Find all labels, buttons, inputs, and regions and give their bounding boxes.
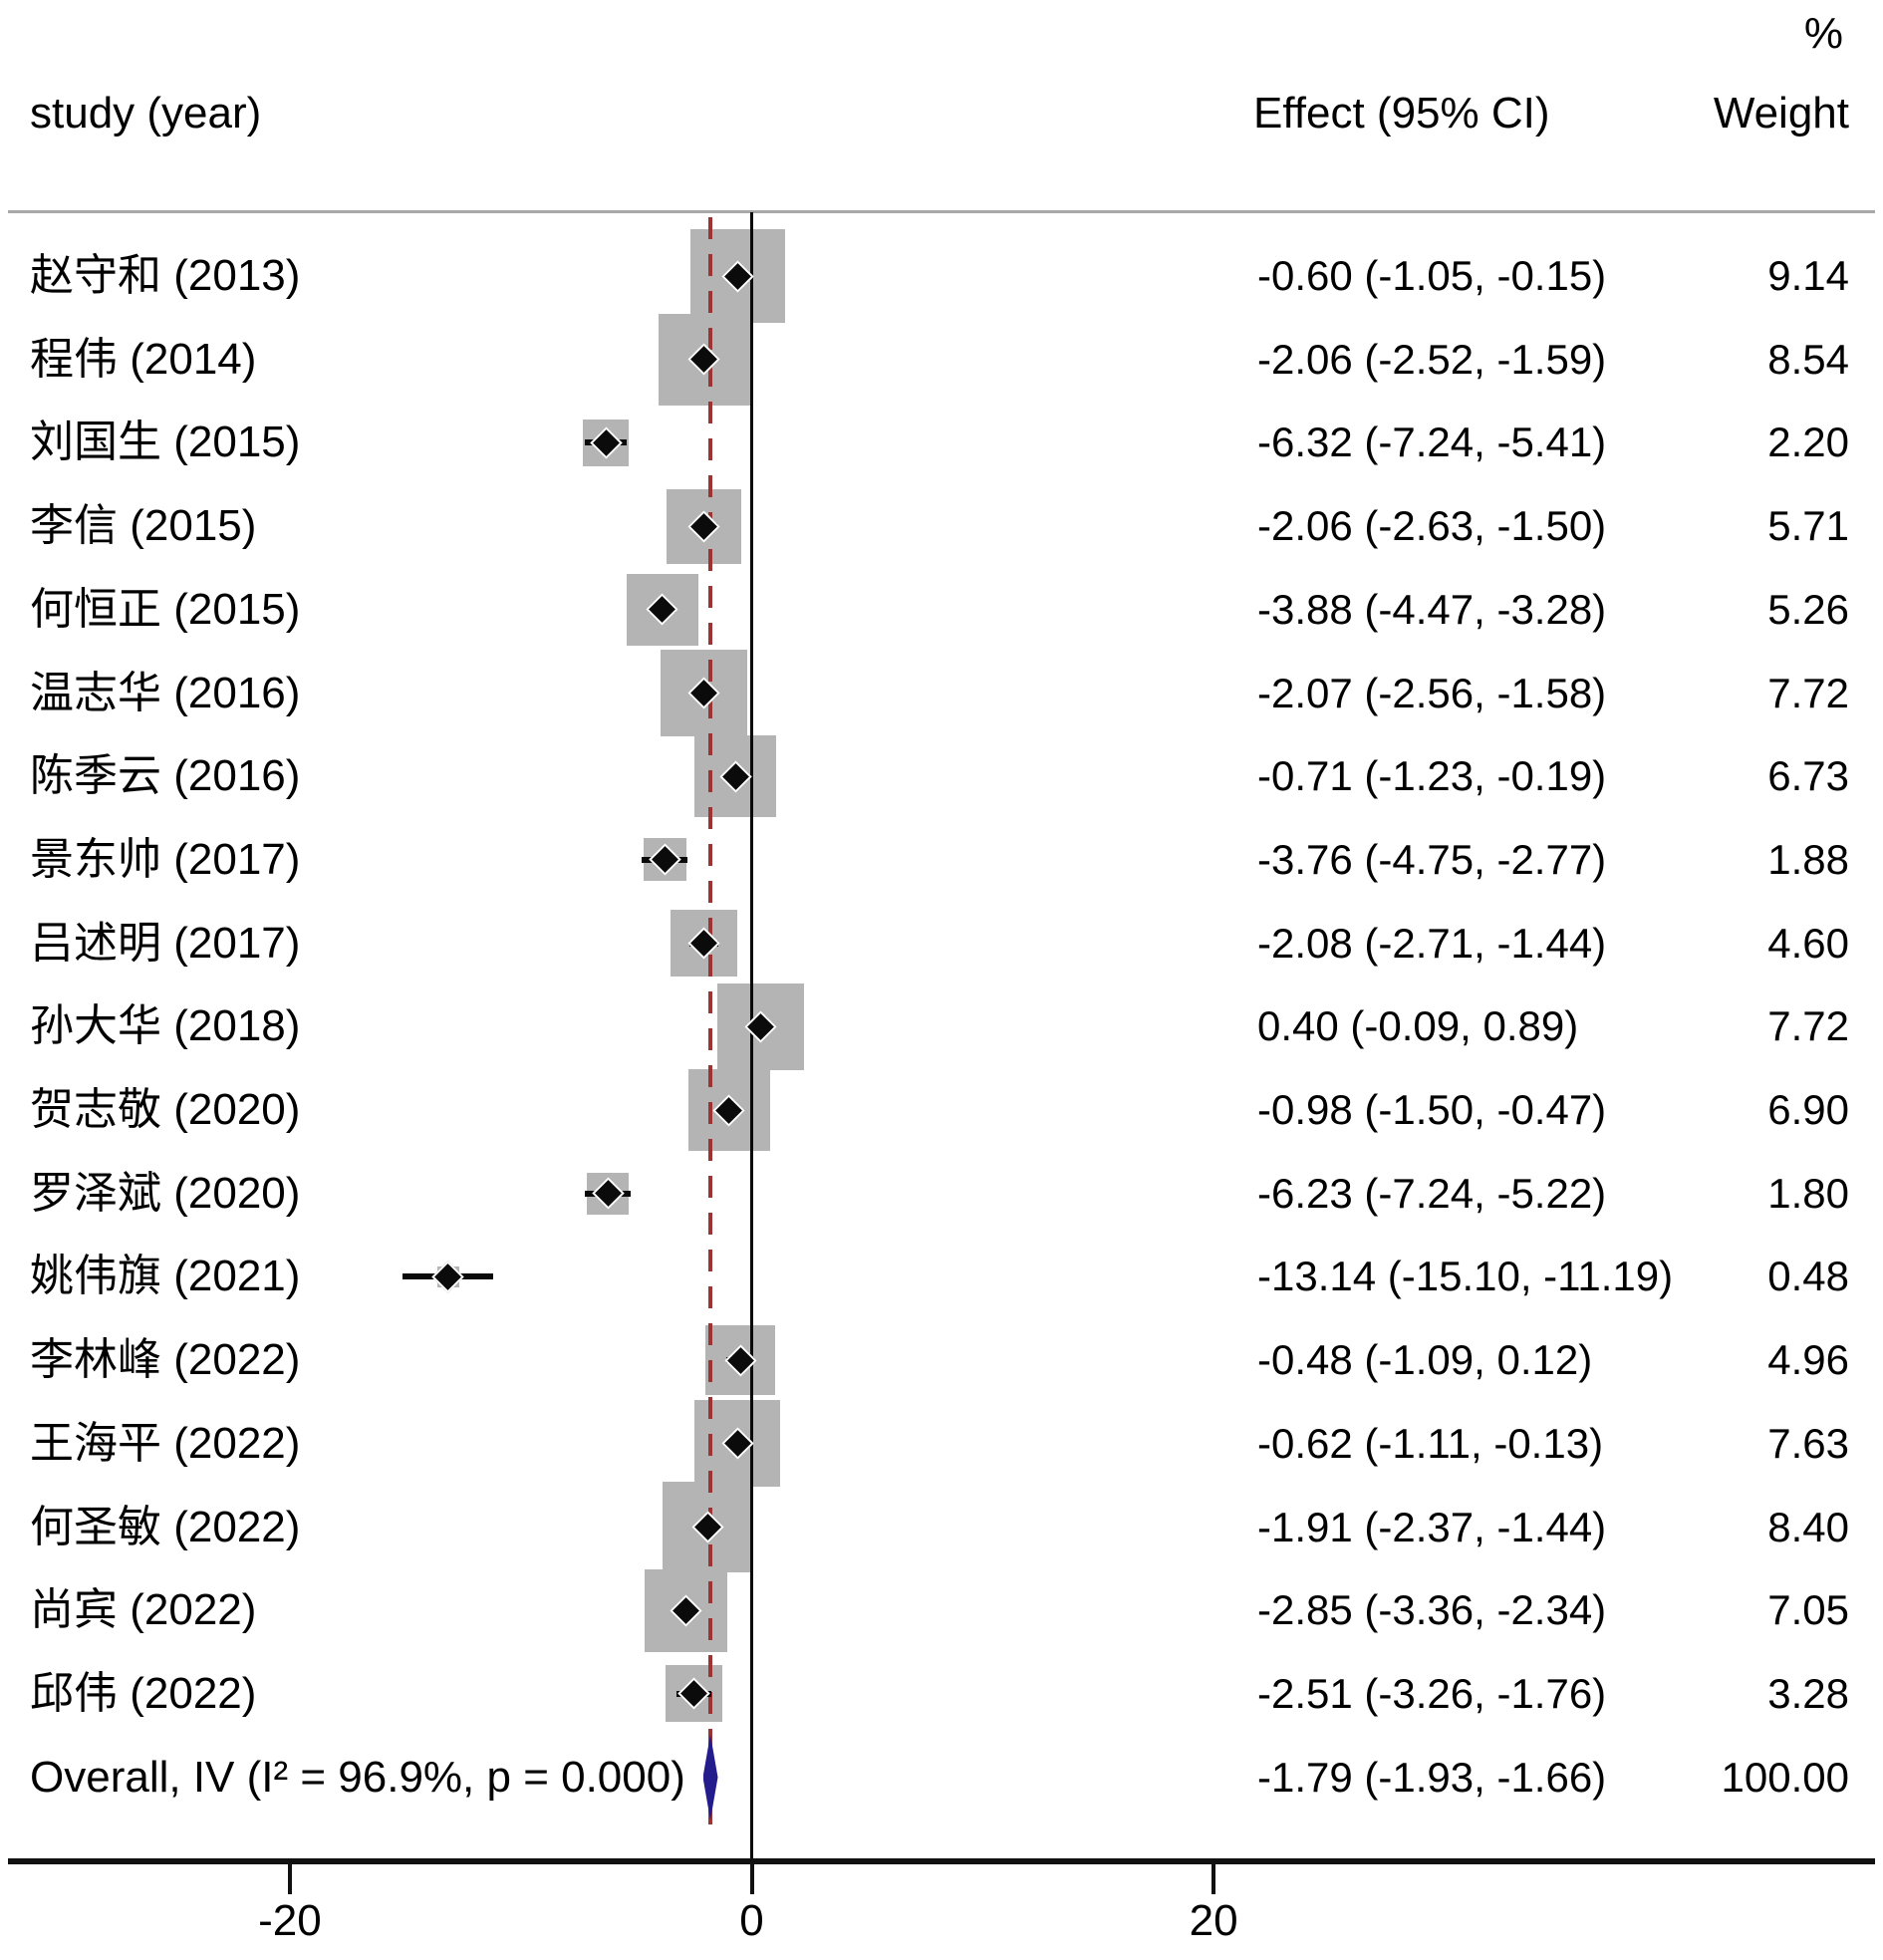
effect-ci-value: -0.62 (-1.11, -0.13) [1257, 1419, 1604, 1467]
overall-effect-value: -1.79 (-1.93, -1.66) [1257, 1753, 1607, 1801]
effect-ci-value: -1.91 (-2.37, -1.44) [1257, 1503, 1607, 1550]
weight-value: 6.90 [1767, 1086, 1849, 1133]
study-label: 何圣敏 (2022) [30, 1502, 301, 1551]
x-axis-tick-label: 20 [1189, 1896, 1238, 1945]
effect-ci-value: -0.98 (-1.50, -0.47) [1257, 1086, 1607, 1133]
effect-ci-value: -3.88 (-4.47, -3.28) [1257, 585, 1607, 633]
overall-pooled-diamond [702, 1734, 718, 1820]
effect-ci-value: -6.32 (-7.24, -5.41) [1257, 419, 1607, 466]
weight-value: 7.72 [1767, 669, 1849, 716]
weight-value: 1.88 [1767, 835, 1849, 883]
weight-value: 4.96 [1767, 1336, 1849, 1384]
effect-ci-value: -0.71 (-1.23, -0.19) [1257, 752, 1607, 800]
weight-value: 7.63 [1767, 1419, 1849, 1467]
study-label: 温志华 (2016) [30, 668, 301, 717]
weight-column-header: Weight [1713, 89, 1849, 138]
weight-value: 7.05 [1767, 1586, 1849, 1634]
effect-ci-value: -6.23 (-7.24, -5.22) [1257, 1169, 1607, 1217]
study-label: 程伟 (2014) [30, 334, 257, 384]
effect-ci-value: 0.40 (-0.09, 0.89) [1257, 1002, 1579, 1050]
overall-row-label: Overall, IV (I² = 96.9%, p = 0.000) [30, 1752, 685, 1802]
weight-value: 6.73 [1767, 752, 1849, 800]
x-axis-tick [749, 1864, 754, 1894]
study-label: 邱伟 (2022) [30, 1668, 257, 1718]
study-label: 刘国生 (2015) [30, 418, 301, 467]
study-label: 尚宾 (2022) [30, 1585, 257, 1635]
weight-value: 9.14 [1767, 252, 1849, 299]
study-label: 罗泽斌 (2020) [30, 1168, 301, 1218]
x-axis-tick [287, 1864, 292, 1894]
effect-ci-value: -3.76 (-4.75, -2.77) [1257, 835, 1607, 883]
weight-value: 0.48 [1767, 1253, 1849, 1300]
study-label: 王海平 (2022) [30, 1418, 301, 1468]
weight-value: 8.40 [1767, 1503, 1849, 1550]
weight-value: 2.20 [1767, 419, 1849, 466]
x-axis-tick-label: 0 [739, 1896, 764, 1945]
x-axis-tick-label: -20 [258, 1896, 322, 1945]
zero-reference-line [750, 212, 753, 1861]
study-column-header: study (year) [30, 89, 262, 138]
study-label: 吕述明 (2017) [30, 918, 301, 968]
study-label: 贺志敬 (2020) [30, 1085, 301, 1134]
study-label: 姚伟旗 (2021) [30, 1252, 301, 1301]
overall-effect-dashed-line [708, 217, 712, 1829]
weight-value: 4.60 [1767, 919, 1849, 967]
effect-ci-value: -0.60 (-1.05, -0.15) [1257, 252, 1607, 299]
study-label: 孙大华 (2018) [30, 1001, 301, 1051]
effect-ci-value: -2.85 (-3.36, -2.34) [1257, 1586, 1607, 1634]
x-axis-line [8, 1858, 1875, 1864]
weight-value: 3.28 [1767, 1669, 1849, 1717]
weight-value: 8.54 [1767, 335, 1849, 383]
weight-value: 5.26 [1767, 585, 1849, 633]
effect-ci-value: -2.08 (-2.71, -1.44) [1257, 919, 1607, 967]
effect-ci-value: -13.14 (-15.10, -11.19) [1257, 1253, 1674, 1300]
study-label: 陈季云 (2016) [30, 751, 301, 801]
weight-value: 7.72 [1767, 1002, 1849, 1050]
effect-column-header: Effect (95% CI) [1253, 89, 1550, 138]
study-label: 赵守和 (2013) [30, 251, 301, 300]
overall-weight-value: 100.00 [1721, 1753, 1849, 1801]
header-separator-line [8, 210, 1875, 213]
effect-ci-value: -2.06 (-2.52, -1.59) [1257, 335, 1607, 383]
weight-value: 1.80 [1767, 1169, 1849, 1217]
weight-value: 5.71 [1767, 502, 1849, 550]
percent-header: % [1803, 9, 1843, 58]
study-label: 何恒正 (2015) [30, 584, 301, 634]
effect-ci-value: -2.07 (-2.56, -1.58) [1257, 669, 1607, 716]
study-label: 李林峰 (2022) [30, 1335, 301, 1385]
x-axis-tick [1211, 1864, 1216, 1894]
effect-ci-value: -2.06 (-2.63, -1.50) [1257, 502, 1607, 550]
study-label: 景东帅 (2017) [30, 834, 301, 884]
study-label: 李信 (2015) [30, 501, 257, 551]
effect-ci-value: -0.48 (-1.09, 0.12) [1257, 1336, 1593, 1384]
effect-ci-value: -2.51 (-3.26, -1.76) [1257, 1669, 1607, 1717]
